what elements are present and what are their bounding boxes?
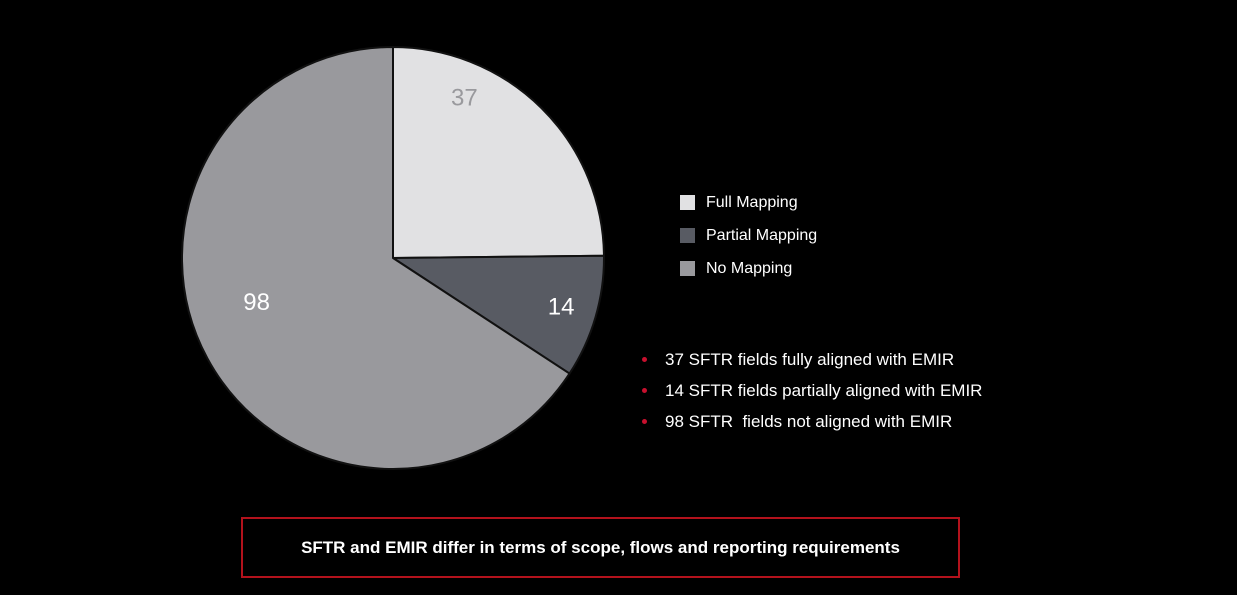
legend-swatch (680, 261, 695, 276)
legend-label: Full Mapping (706, 193, 798, 211)
pie-slice-partial-mapping (392, 254, 605, 375)
legend-swatch (680, 228, 695, 243)
legend-item-partial-mapping: Partial Mapping (680, 219, 817, 252)
pie-slice-full-mapping (392, 46, 605, 259)
pie-label-no-mapping: 98 (243, 289, 270, 316)
bullet-dot-icon (642, 419, 647, 424)
legend-label: Partial Mapping (706, 226, 818, 244)
summary-bullet-none: 98 SFTR fields not aligned with EMIR (640, 406, 982, 437)
bullet-text: 14 SFTR fields partially aligned with EM… (665, 380, 983, 400)
pie-slice-no-mapping (181, 46, 571, 470)
callout-text: SFTR and EMIR differ in terms of scope, … (301, 537, 900, 557)
legend-label: No Mapping (706, 259, 793, 277)
chart-legend: Full Mapping Partial Mapping No Mapping (680, 186, 817, 285)
legend-swatch (680, 195, 695, 210)
summary-callout-box: SFTR and EMIR differ in terms of scope, … (241, 517, 960, 578)
pie-label-partial-mapping: 14 (548, 294, 575, 321)
summary-bullet-list: 37 SFTR fields fully aligned with EMIR 1… (640, 344, 982, 437)
legend-item-no-mapping: No Mapping (680, 252, 817, 285)
bullet-dot-icon (642, 388, 647, 393)
summary-bullet-partial: 14 SFTR fields partially aligned with EM… (640, 375, 982, 406)
pie-label-full-mapping: 37 (451, 85, 478, 112)
bullet-text: 37 SFTR fields fully aligned with EMIR (665, 349, 955, 369)
legend-item-full-mapping: Full Mapping (680, 186, 817, 219)
bullet-dot-icon (642, 357, 647, 362)
bullet-text: 98 SFTR fields not aligned with EMIR (665, 411, 953, 431)
summary-bullet-full: 37 SFTR fields fully aligned with EMIR (640, 344, 982, 375)
